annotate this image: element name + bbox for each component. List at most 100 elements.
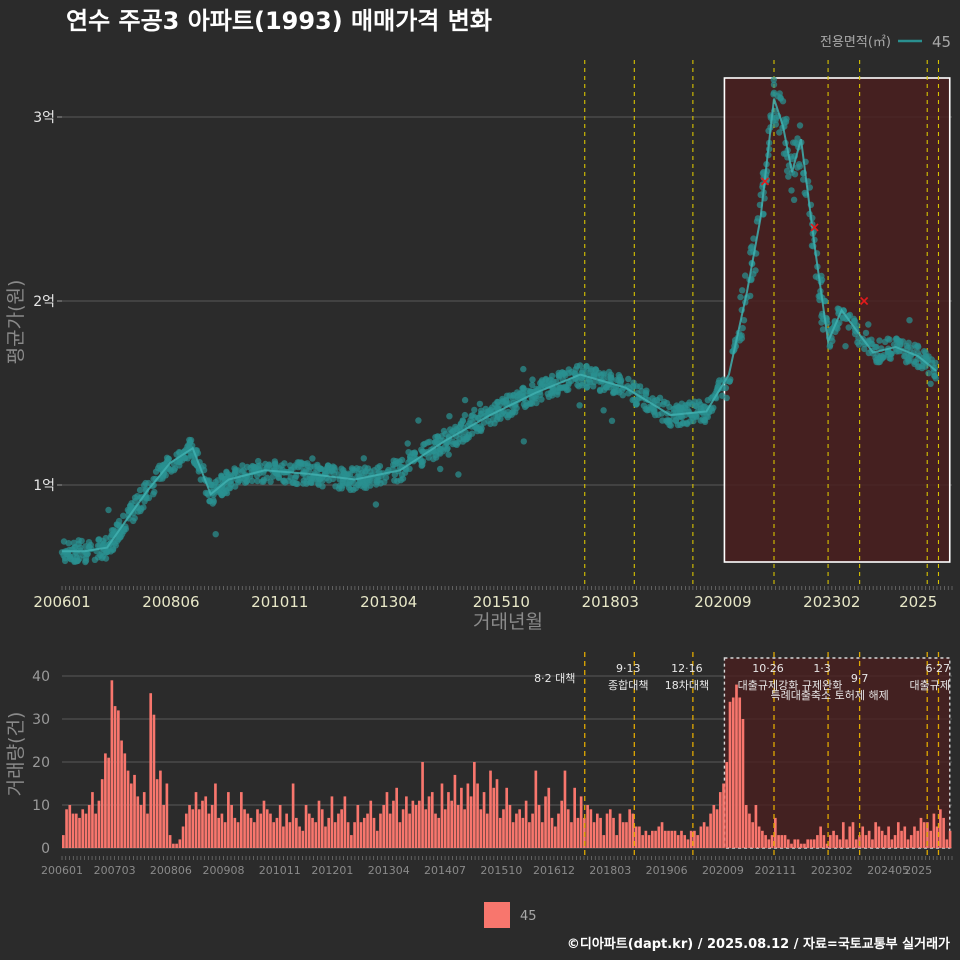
volume-bar	[340, 809, 343, 848]
top-scatter-point	[800, 176, 807, 183]
volume-bar	[353, 822, 356, 848]
volume-bar	[395, 787, 398, 848]
volume-bar	[129, 783, 133, 848]
top-scatter-point	[300, 480, 307, 487]
top-scatter-point	[218, 491, 226, 499]
bottom-x-tick-label: 202302	[811, 864, 853, 877]
volume-bar	[149, 693, 153, 848]
footer-credit: ©디아파트(dapt.kr) / 2025.08.12 / 자료=국토교통부 실…	[567, 936, 950, 952]
volume-bar	[330, 796, 334, 848]
volume-bar	[621, 822, 625, 848]
annotation-label: 종합대책	[608, 679, 648, 692]
top-scatter-point	[739, 287, 746, 294]
top-scatter-point	[461, 411, 469, 419]
bottom-x-tick-label: 200908	[202, 864, 244, 877]
bottom-bars	[62, 680, 952, 848]
top-y-axis-title: 평균가(원)	[5, 280, 27, 365]
volume-bar	[605, 813, 609, 848]
top-scatter-point	[61, 557, 69, 565]
volume-bar	[227, 792, 230, 848]
top-scatter-point	[142, 479, 149, 487]
volume-bar	[906, 839, 910, 848]
volume-bar	[854, 839, 858, 848]
top-scatter-point	[882, 338, 889, 345]
volume-bar	[884, 835, 887, 848]
top-scatter-point	[464, 433, 471, 441]
top-y-tick-label: 3억	[33, 110, 55, 126]
top-scatter-point	[610, 388, 617, 396]
volume-bar	[812, 839, 816, 848]
volume-bar	[939, 809, 942, 848]
volume-bar	[825, 843, 829, 848]
top-scatter-point	[206, 497, 214, 505]
volume-bar	[418, 800, 421, 848]
volume-bar	[887, 826, 890, 848]
top-x-tick-label: 201011	[251, 593, 308, 611]
volume-bar	[822, 835, 826, 848]
volume-bar	[301, 830, 305, 848]
top-scatter-point	[851, 317, 858, 325]
volume-bar	[495, 779, 499, 848]
top-scatter-point	[528, 395, 536, 402]
top-scatter-point	[876, 337, 883, 344]
top-scatter-point	[424, 439, 431, 446]
top-scatter-point	[105, 506, 112, 514]
top-scatter-point	[272, 460, 279, 467]
volume-bar	[324, 826, 327, 848]
top-scatter-point	[931, 372, 938, 380]
top-scatter-point	[927, 380, 934, 387]
top-scatter-point	[565, 366, 572, 373]
volume-bar	[350, 835, 353, 848]
top-scatter-point	[527, 388, 534, 395]
top-scatter-point	[374, 464, 381, 471]
top-scatter-point	[726, 378, 733, 385]
volume-bar	[466, 783, 470, 848]
top-scatter-point	[461, 396, 469, 404]
top-scatter-point	[645, 406, 652, 413]
volume-bar	[298, 826, 301, 848]
bottom-highlight-box	[723, 657, 951, 849]
top-scatter-point	[619, 392, 626, 399]
volume-bar	[68, 805, 72, 848]
top-scatter-point	[432, 434, 439, 441]
volume-bar	[929, 830, 932, 848]
top-scatter-point	[449, 428, 456, 435]
bottom-x-tick-label: 201201	[311, 864, 353, 877]
top-scatter-point	[630, 379, 637, 386]
volume-bar	[748, 813, 751, 848]
volume-bar	[314, 822, 318, 848]
volume-bar	[893, 835, 897, 848]
volume-bar	[890, 839, 894, 848]
volume-bar	[790, 843, 793, 848]
top-scatter-point	[742, 272, 749, 279]
top-scatter-point	[454, 439, 462, 446]
top-scatter-point	[600, 370, 607, 377]
volume-bar	[427, 796, 431, 848]
top-scatter-point	[372, 501, 380, 508]
annotation-date: 9·7	[851, 672, 869, 685]
volume-bar	[867, 830, 871, 848]
bottom-y-tick-label: 10	[32, 798, 50, 814]
top-scatter-point	[716, 377, 723, 384]
top-scatter-point	[361, 464, 369, 471]
volume-bar	[456, 805, 460, 848]
top-scatter-point	[796, 122, 804, 129]
volume-bar	[152, 714, 156, 848]
legend-label-bottom: 45	[520, 909, 537, 924]
volume-bar	[502, 809, 505, 848]
top-scatter-point	[794, 164, 801, 171]
volume-bar	[848, 826, 852, 848]
top-scatter-point	[674, 404, 682, 411]
legend-title: 전용면적(㎡)	[820, 35, 891, 50]
top-scatter-point	[409, 450, 416, 457]
volume-bar	[133, 774, 136, 848]
top-scatter-point	[704, 397, 711, 404]
top-scatter-point	[102, 555, 110, 562]
volume-bar	[634, 826, 638, 848]
top-y-tick-label: 1억	[33, 478, 55, 494]
volume-bar	[240, 792, 243, 848]
top-scatter-point	[583, 362, 590, 370]
top-x-tick-label: 201304	[360, 593, 417, 611]
top-scatter-point	[679, 419, 686, 427]
top-scatter-point	[561, 370, 568, 377]
